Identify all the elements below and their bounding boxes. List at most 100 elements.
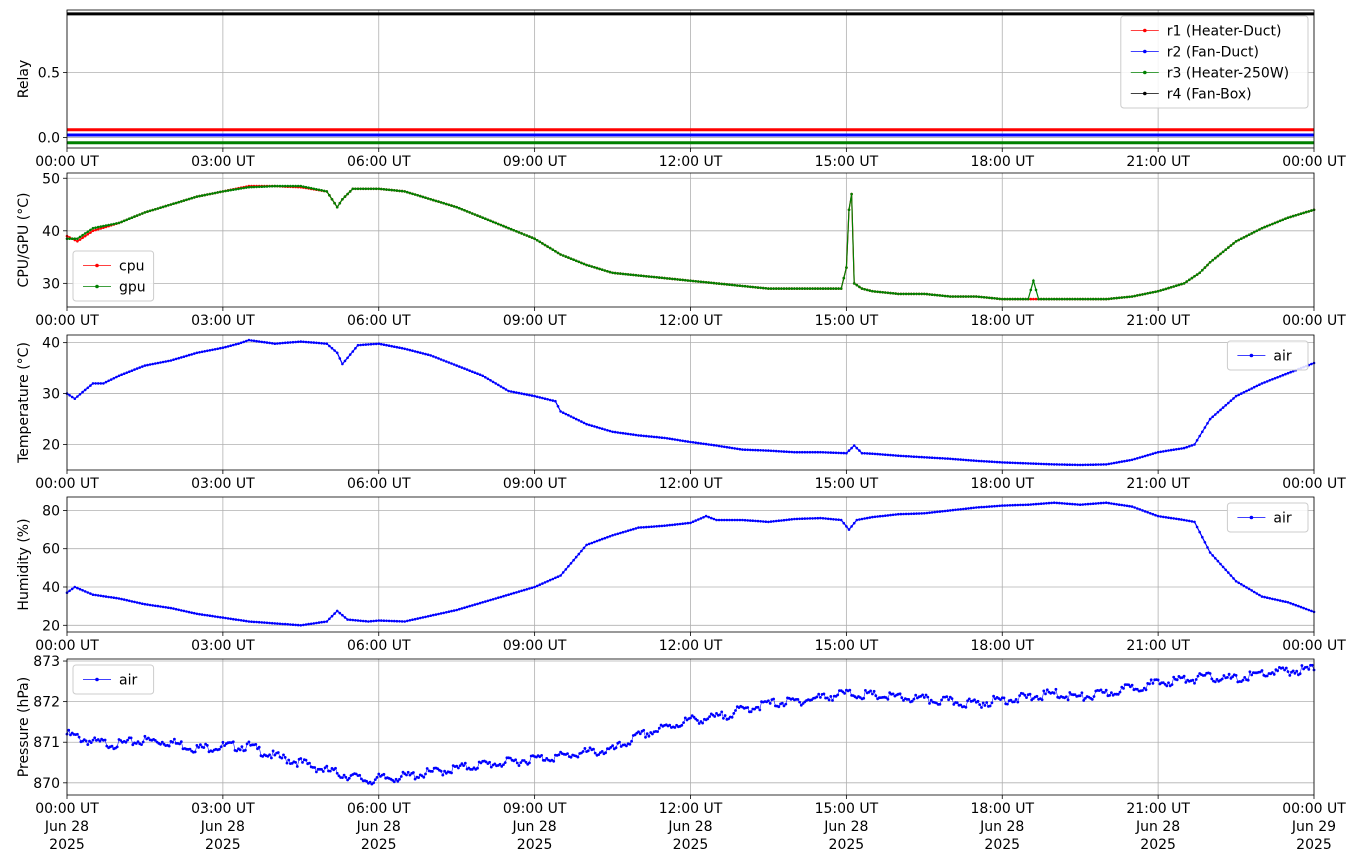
data-point [322, 189, 326, 193]
data-point [754, 286, 757, 289]
data-point [1063, 297, 1066, 301]
data-point [502, 763, 505, 766]
data-point [437, 200, 440, 203]
data-point [943, 509, 947, 513]
data-point [400, 189, 404, 193]
data-point [1089, 297, 1092, 301]
data-point [954, 457, 957, 461]
data-point [1148, 682, 1151, 686]
data-point [424, 352, 427, 356]
data-point [569, 562, 573, 565]
data-point [1167, 286, 1170, 290]
data-point [68, 237, 71, 240]
data-point [940, 698, 943, 702]
data-point [185, 354, 188, 358]
data-point [1201, 535, 1204, 539]
data-point [832, 287, 835, 290]
data-point [247, 740, 251, 744]
data-point [761, 520, 765, 523]
chart-panel-1: 0.00.500:00 UT 03:00 UT 06:00 UT 09:00 UT 12… [16, 9, 1346, 170]
data-point [634, 433, 638, 437]
data-point [1208, 417, 1212, 421]
data-point [1214, 413, 1217, 416]
data-point [972, 459, 975, 462]
data-point [484, 760, 488, 764]
data-point [843, 692, 846, 695]
data-point [1016, 700, 1020, 704]
data-point [458, 764, 462, 767]
data-point [642, 526, 645, 529]
data-point [554, 250, 557, 253]
data-point [211, 614, 214, 618]
data-point [921, 693, 924, 697]
x-tick-label: 21:00 UT [1126, 154, 1190, 170]
data-point [151, 362, 154, 366]
data-point [1286, 670, 1290, 673]
data-point [624, 432, 627, 435]
data-point [1227, 571, 1230, 574]
data-point [671, 277, 674, 281]
data-point [479, 761, 483, 765]
data-point [832, 518, 835, 521]
data-point [1247, 587, 1251, 591]
data-point [1154, 290, 1157, 294]
data-point [671, 437, 674, 441]
data-point [902, 292, 905, 296]
data-point [102, 594, 105, 598]
data-point [1060, 502, 1064, 505]
data-point [320, 620, 323, 624]
data-point [847, 449, 851, 452]
data-point [341, 613, 344, 617]
data-point [697, 441, 700, 445]
data-point [1104, 501, 1108, 505]
data-point [109, 223, 113, 226]
data-point [1110, 297, 1113, 300]
data-point [188, 747, 192, 751]
data-point [998, 460, 1001, 464]
data-point [481, 216, 485, 219]
data-point [138, 601, 141, 605]
data-point [1136, 507, 1139, 510]
data-point [1086, 297, 1090, 301]
data-point [411, 192, 414, 196]
data-point [499, 385, 503, 388]
data-point [1190, 276, 1194, 280]
data-point [1001, 297, 1004, 301]
data-point [533, 394, 536, 398]
data-point [1227, 672, 1231, 676]
data-point [738, 518, 742, 522]
data-point [1273, 377, 1277, 380]
data-point [1078, 503, 1082, 507]
x-tick-label: 15:00 UT [815, 154, 879, 170]
x-tick-label-line: 18:00 UT [970, 476, 1034, 492]
x-tick-label-line: 09:00 UT [503, 313, 567, 329]
data-point [86, 233, 90, 236]
data-point [639, 526, 643, 529]
x-tick-label: 12:00 UT [659, 476, 723, 492]
data-point [1221, 250, 1225, 254]
data-point [975, 506, 978, 509]
data-point [231, 740, 235, 744]
data-point [574, 259, 578, 263]
data-point [1042, 462, 1046, 466]
data-point [668, 277, 671, 280]
data-point [1125, 459, 1129, 463]
data-point [507, 593, 510, 596]
data-point [655, 435, 658, 439]
data-point [439, 201, 443, 204]
data-point [1138, 456, 1142, 459]
data-point [1039, 462, 1043, 466]
data-point [476, 766, 479, 770]
data-point [1055, 501, 1059, 505]
data-point [1154, 513, 1157, 517]
data-point [541, 396, 544, 400]
data-point [333, 349, 336, 352]
data-point [1291, 369, 1295, 373]
data-point [619, 272, 622, 275]
data-point [198, 612, 201, 616]
data-point [1182, 282, 1186, 285]
data-point [611, 271, 614, 275]
x-tick-label: 12:00 UT [659, 154, 723, 170]
data-point [637, 434, 640, 437]
